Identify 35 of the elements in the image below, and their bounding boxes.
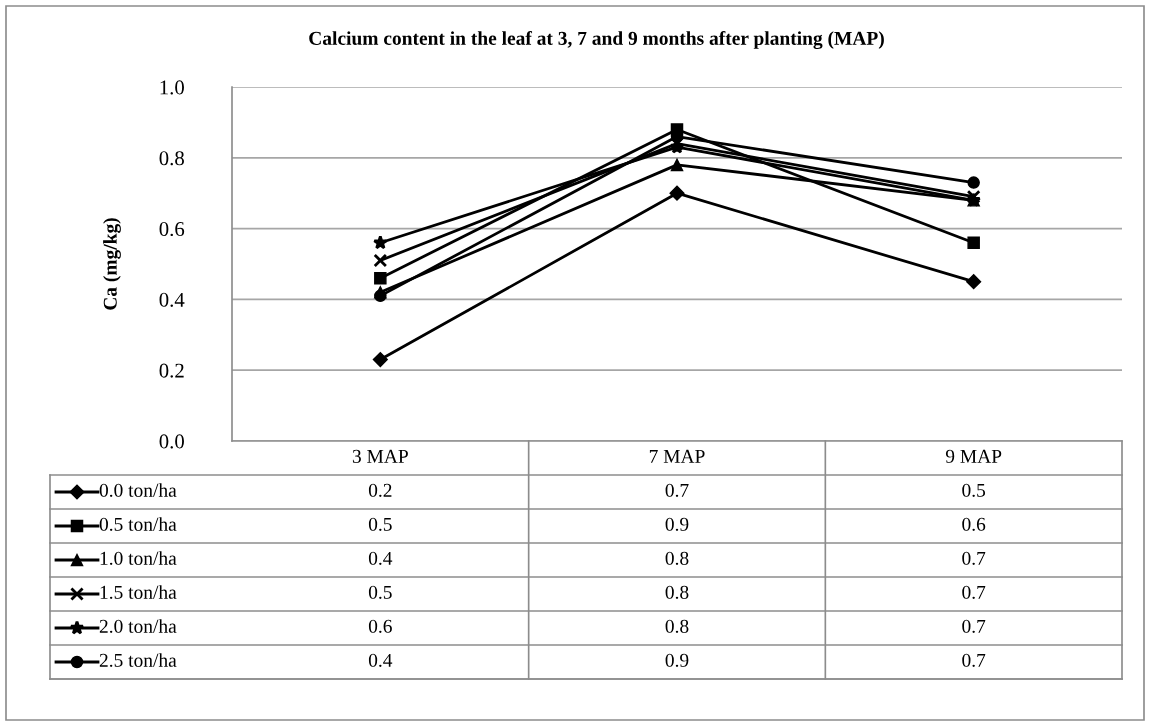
legend-label: 2.0 ton/ha: [99, 619, 177, 633]
legend-label: 0.0 ton/ha: [99, 483, 177, 497]
data-label: 0.2: [368, 483, 392, 497]
legend-label: 1.5 ton/ha: [100, 585, 177, 599]
data-label: 0.9: [665, 517, 689, 531]
data-label: 0.7: [962, 551, 986, 565]
data-label: 0.4: [368, 551, 393, 565]
y-tick-label: 0.2: [159, 363, 184, 378]
data-label: 0.5: [962, 483, 986, 497]
data-label: 0.6: [962, 517, 986, 531]
x-tick-label: 9 MAP: [945, 449, 1002, 463]
data-label: 0.7: [665, 483, 689, 497]
y-tick-label: 1.0: [160, 80, 184, 95]
data-label: 0.8: [665, 551, 689, 565]
y-tick-label: 0.0: [159, 434, 184, 449]
y-tick-label: 0.4: [159, 292, 185, 307]
data-label: 0.8: [665, 585, 689, 599]
y-tick-label: 0.8: [159, 151, 184, 166]
chart-title: Calcium content in the leaf at 3, 7 and 9 months after planting (MAP): [309, 31, 884, 49]
legend-label: 1.0 ton/ha: [100, 551, 177, 565]
data-label: 0.5: [368, 517, 392, 531]
data-label: 0.8: [665, 619, 689, 633]
y-tick-label: 0.6: [159, 221, 185, 237]
data-label: 0.7: [962, 653, 986, 667]
data-label: 0.4: [368, 653, 393, 667]
data-label: 0.7: [962, 619, 986, 633]
data-label: 0.6: [368, 619, 392, 633]
data-label: 0.7: [962, 585, 986, 599]
data-label: 0.9: [665, 653, 689, 667]
x-tick-label: 3 MAP: [352, 449, 408, 463]
legend-label: 2.5 ton/ha: [99, 653, 177, 667]
x-tick-label: 7 MAP: [649, 449, 705, 463]
y-axis-title: Ca (mg/kg): [103, 218, 121, 310]
data-label: 0.5: [368, 585, 392, 599]
legend-label: 0.5 ton/ha: [99, 517, 177, 531]
